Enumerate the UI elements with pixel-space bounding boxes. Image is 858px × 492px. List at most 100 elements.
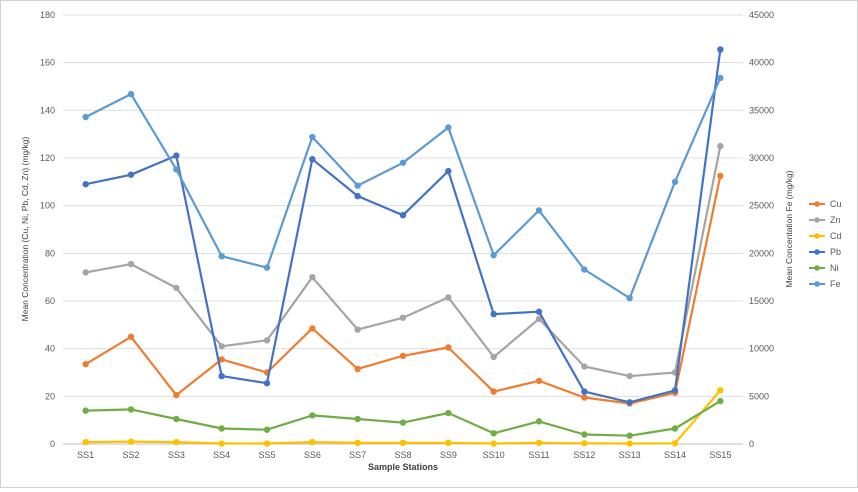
data-point: [535, 207, 543, 214]
data-point: [354, 365, 361, 373]
data-point: [445, 344, 452, 351]
data-point: [173, 152, 180, 159]
data-point: [626, 399, 633, 406]
data-point: [82, 360, 89, 368]
data-point: [717, 142, 724, 150]
series-fe: [82, 74, 724, 302]
data-point: [581, 388, 588, 395]
legend-marker: [814, 249, 820, 255]
y-tick-label: 20: [45, 391, 55, 401]
data-point: [263, 440, 271, 447]
data-point: [535, 308, 543, 315]
data-point: [82, 269, 89, 276]
series-lines: [82, 46, 724, 447]
data-point: [263, 337, 271, 344]
data-point: [127, 333, 135, 340]
data-point: [218, 343, 225, 350]
x-tick-label: SS7: [349, 450, 366, 460]
series-line: [85, 49, 722, 404]
data-point: [717, 172, 724, 180]
data-point: [82, 407, 89, 414]
data-point: [354, 192, 361, 200]
series-ni: [82, 397, 724, 439]
y-axis-label: Mean Concentration (Cu, Ni, Pb, Cd, Zn) …: [20, 136, 30, 321]
data-point: [399, 419, 407, 426]
data-point: [82, 438, 89, 446]
x-tick-label: SS3: [168, 450, 185, 460]
data-point: [399, 212, 407, 219]
y2-tick-label: 10000: [749, 344, 774, 354]
legend-item-cu: Cu: [809, 199, 842, 209]
legend-item-ni: Ni: [809, 263, 839, 273]
y-tick-label: 120: [40, 153, 55, 163]
legend-label: Cd: [830, 231, 842, 241]
series-pb: [82, 46, 724, 406]
y2-tick-label: 0: [749, 439, 754, 449]
data-point: [354, 415, 361, 423]
data-point: [127, 406, 135, 413]
data-point: [717, 397, 724, 405]
data-point: [626, 432, 633, 439]
data-point: [490, 388, 497, 395]
data-point: [490, 310, 497, 318]
data-point: [490, 252, 497, 259]
y-tick-label: 140: [40, 105, 55, 115]
data-point: [218, 356, 225, 363]
x-tick-label: SS1: [77, 450, 94, 460]
y-tick-label: 100: [40, 201, 55, 211]
legend-item-zn: Zn: [809, 215, 841, 225]
data-point: [717, 74, 724, 82]
data-point: [535, 377, 543, 385]
y2-tick-label: 40000: [749, 58, 774, 68]
legend-marker: [814, 281, 820, 287]
data-point: [490, 440, 497, 447]
legend-marker: [814, 201, 820, 207]
data-point: [263, 426, 271, 433]
legend-marker: [814, 217, 820, 223]
data-point: [671, 387, 679, 394]
data-point: [82, 113, 89, 121]
legend-label: Zn: [830, 215, 841, 225]
y2-tick-label: 5000: [749, 391, 769, 401]
data-point: [535, 418, 543, 425]
data-point: [581, 431, 588, 438]
y-tick-label: 180: [40, 10, 55, 20]
data-point: [263, 380, 271, 387]
data-point: [671, 425, 679, 432]
data-point: [717, 46, 724, 53]
data-point: [127, 171, 135, 178]
data-point: [218, 425, 225, 432]
series-cd: [82, 387, 724, 447]
series-line: [85, 77, 722, 300]
legend-item-pb: Pb: [809, 247, 841, 257]
x-tick-label: SS13: [619, 450, 641, 460]
x-tick-label: SS14: [664, 450, 686, 460]
data-point: [173, 438, 180, 446]
data-point: [354, 439, 361, 447]
x-tick-label: SS8: [394, 450, 411, 460]
y2-axis-label: Mean Concentation Fe (mg/kg): [784, 170, 794, 287]
x-tick-label: SS4: [213, 450, 230, 460]
y2-tick-label: 35000: [749, 105, 774, 115]
legend-marker: [814, 265, 820, 271]
data-point: [354, 182, 361, 189]
data-point: [173, 166, 180, 173]
y-tick-label: 80: [45, 248, 55, 258]
data-point: [309, 133, 316, 141]
data-point: [173, 415, 180, 423]
x-tick-label: SS6: [304, 450, 321, 460]
data-point: [581, 394, 588, 401]
data-point: [399, 352, 407, 360]
x-tick-label: SS9: [440, 450, 457, 460]
data-point: [218, 372, 225, 380]
data-point: [399, 314, 407, 321]
x-tick-label: SS5: [258, 450, 275, 460]
data-point: [82, 181, 89, 188]
series-line: [85, 400, 721, 437]
data-point: [581, 266, 588, 273]
y2-tick-label: 15000: [749, 296, 774, 306]
x-tick-label: SS15: [709, 450, 731, 460]
data-point: [354, 326, 361, 333]
